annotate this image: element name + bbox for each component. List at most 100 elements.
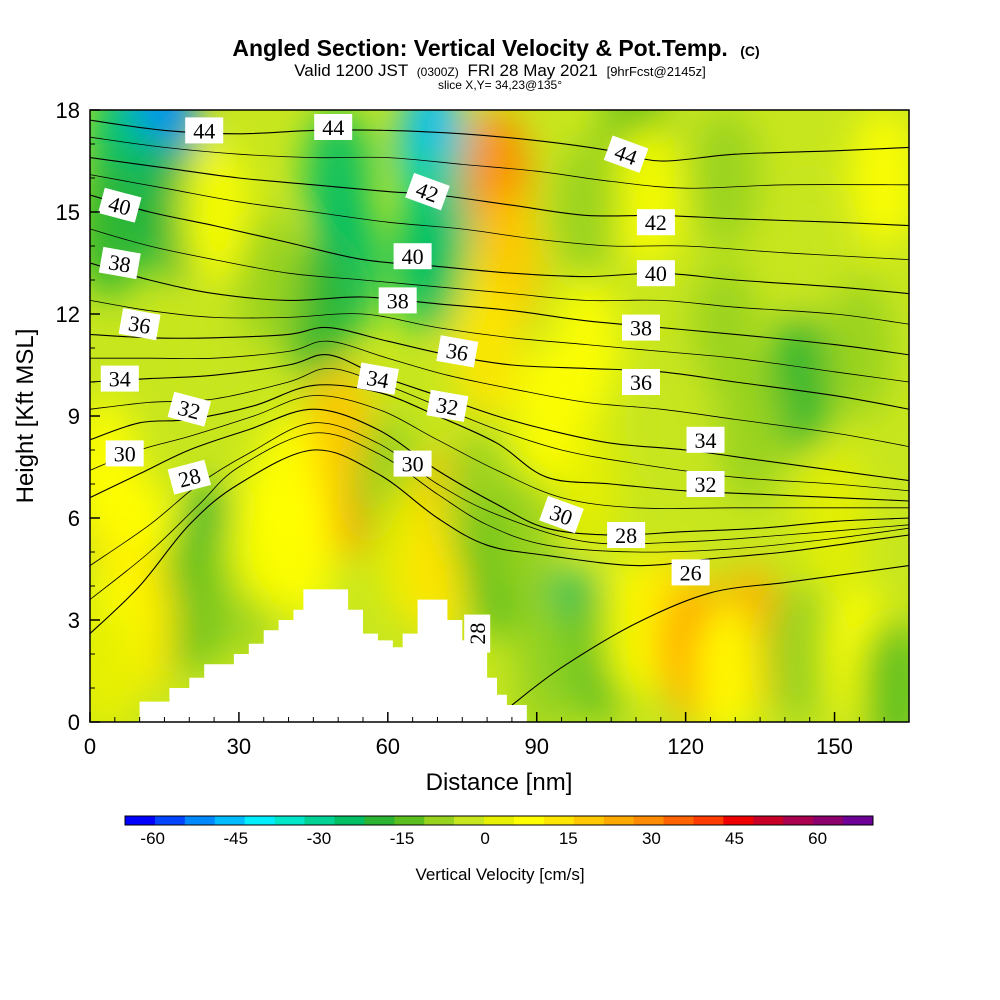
- isentrope-label-16: 34: [686, 426, 725, 453]
- colorbar-frame: [124, 815, 874, 826]
- isentrope-label-20: 30: [105, 440, 144, 467]
- isentrope-label-4: 42: [636, 209, 675, 236]
- colorbar-tick-label: -60: [140, 829, 165, 848]
- isentrope-label-box: [167, 459, 212, 495]
- y-tick-label: 9: [68, 404, 80, 429]
- isentrope-label-text: 38: [107, 249, 133, 277]
- colorbar-tick-label: 15: [559, 829, 578, 848]
- colorbar-swatch: [693, 816, 724, 825]
- velocity-cell-47: [492, 465, 561, 605]
- isentrope-label-13: 36: [622, 369, 660, 395]
- chart-title: Angled Section: Vertical Velocity & Pot.…: [232, 35, 759, 61]
- isentrope-label-box: [314, 114, 353, 140]
- isentrope-label-text: 36: [127, 310, 153, 338]
- isentrope-label-text: 34: [365, 365, 391, 393]
- isentrope-42: [90, 157, 909, 227]
- velocity-cell-17: [552, 142, 621, 282]
- isentrope-label-box: [607, 522, 646, 548]
- minor-isentrope-7: [90, 174, 909, 260]
- subtitle-part-valid: Valid 1200 JST: [294, 61, 408, 80]
- colorbar-swatch: [484, 816, 515, 825]
- minor-isentrope-8: [90, 136, 909, 189]
- velocity-cell-19: [775, 176, 844, 316]
- y-tick-label: 15: [56, 200, 80, 225]
- colorbar-tick-label: 0: [480, 829, 489, 848]
- colorbar: [124, 815, 874, 826]
- velocity-cell-55: [691, 601, 760, 722]
- isentrope-label-25: 28: [464, 614, 491, 653]
- isentrope-label-text: 34: [695, 428, 717, 453]
- isentrope-label-text: 34: [109, 367, 131, 392]
- isentrope-label-box: [405, 172, 450, 211]
- chart-title-text: Angled Section: Vertical Velocity & Pot.…: [232, 35, 727, 61]
- colorbar-tick-label: -45: [224, 829, 249, 848]
- isentrope-label-text: 42: [645, 210, 667, 235]
- isentrope-label-text: 44: [193, 118, 215, 143]
- velocity-cell-58: [860, 618, 909, 722]
- y-axis: 0 3 6 9 12 15 18: [56, 98, 100, 735]
- minor-isentrope-6: [90, 228, 909, 325]
- colorbar-swatch: [274, 816, 305, 825]
- colorbar-swatch: [663, 816, 694, 825]
- isentrope-30: [90, 408, 909, 536]
- velocity-cell-56: [765, 584, 834, 722]
- isentrope-label-text: 30: [114, 441, 136, 466]
- colorbar-swatch: [394, 816, 425, 825]
- colorbar-swatch: [723, 816, 754, 825]
- x-tick-label: 90: [524, 734, 548, 759]
- isentrope-label-text: 40: [402, 244, 424, 269]
- isentrope-label-18: 32: [426, 389, 469, 422]
- terrain: [90, 589, 909, 722]
- colorbar-swatch: [244, 816, 275, 825]
- isentrope-label-box: [464, 614, 491, 653]
- isentrope-label-box: [185, 117, 224, 144]
- velocity-cell-65: [800, 448, 869, 588]
- isentrope-label-box: [636, 209, 675, 236]
- isentrope-label-1: 44: [314, 114, 353, 140]
- colorbar-swatch: [543, 816, 575, 825]
- colorbar-label: Vertical Velocity [cm/s]: [415, 865, 584, 884]
- chart-subtitle-slice: slice X,Y= 34,23@135°: [438, 78, 562, 92]
- minor-isentrope-4: [90, 340, 909, 447]
- isentropes: [90, 119, 909, 706]
- isentrope-44: [90, 119, 909, 162]
- colorbar-tick-label: -15: [390, 829, 415, 848]
- isentrope-label-12: 36: [436, 335, 479, 368]
- isentrope-label-text: 38: [387, 288, 409, 313]
- isentrope-label-box: [671, 559, 710, 586]
- velocity-cell-18: [691, 110, 760, 248]
- isentrope-label-text: 32: [434, 392, 460, 420]
- isentrope-label-box: [105, 440, 144, 467]
- isentrope-label-text: 36: [444, 338, 470, 366]
- velocity-cell-24: [641, 346, 710, 486]
- isentrope-label-box: [686, 426, 725, 453]
- isentrope-label-14: 34: [100, 365, 139, 392]
- isentrope-label-box: [167, 391, 212, 427]
- isentrope-label-15: 34: [356, 362, 399, 395]
- isentrope-label-26: 26: [671, 559, 710, 586]
- colorbar-swatch: [573, 816, 605, 825]
- isentrope-label-text: 28: [615, 523, 637, 548]
- x-tick-label: 30: [227, 734, 251, 759]
- isentrope-label-24: 28: [607, 522, 646, 548]
- isentrope-label-11: 36: [118, 308, 161, 341]
- velocity-cell-64: [512, 346, 581, 486]
- isentrope-label-box: [393, 243, 432, 270]
- colorbar-swatch: [364, 816, 395, 825]
- isentrope-label-box: [426, 389, 469, 422]
- isentrope-label-box: [100, 365, 139, 392]
- isentrope-label-17: 32: [167, 391, 212, 427]
- isentrope-label-2: 44: [603, 135, 649, 173]
- isentrope-label-6: 40: [393, 243, 432, 270]
- velocity-cell-39: [90, 601, 139, 722]
- velocity-cell-61: [234, 210, 303, 350]
- x-tick-label: 150: [816, 734, 853, 759]
- isentrope-label-8: 38: [98, 246, 141, 280]
- colorbar-tick-label: 30: [642, 829, 661, 848]
- y-tick-label: 6: [68, 506, 80, 531]
- velocity-cell-25: [716, 363, 785, 503]
- colorbar-swatch: [454, 816, 485, 825]
